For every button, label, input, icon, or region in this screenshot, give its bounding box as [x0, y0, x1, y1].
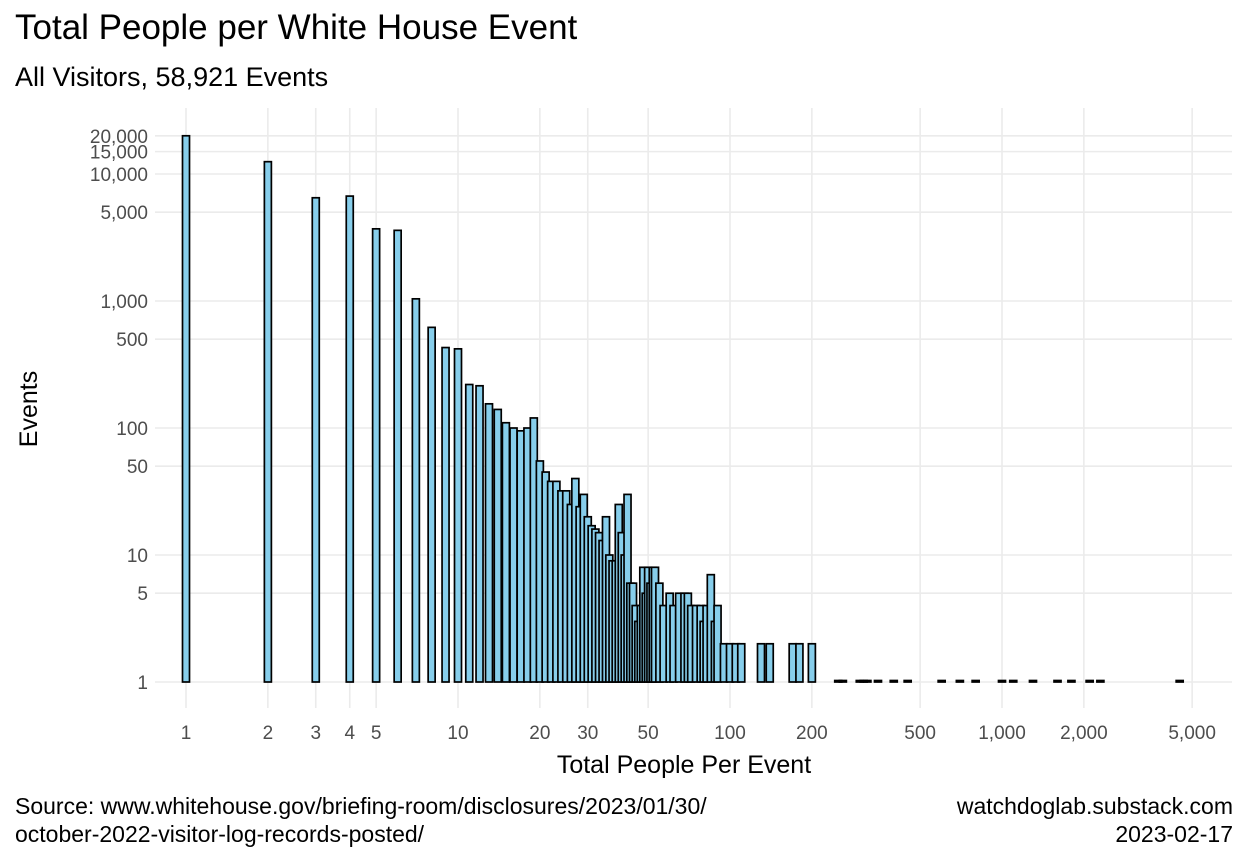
x-tick-label: 5	[371, 723, 382, 744]
x-tick-label: 3	[310, 723, 321, 744]
source-line-1: Source: www.whitehouse.gov/briefing-room…	[15, 793, 707, 819]
chart-subtitle: All Visitors, 58,921 Events	[15, 62, 329, 92]
x-tick-label: 4	[344, 723, 355, 744]
bar	[863, 679, 872, 683]
credit-caption: watchdoglab.substack.com 2023-02-17	[957, 792, 1233, 848]
y-tick-label: 15,000	[90, 143, 148, 164]
bar	[873, 679, 883, 683]
x-tick-label: 1	[181, 723, 192, 744]
x-tick-label: 2,000	[1060, 723, 1108, 744]
bar	[411, 297, 421, 683]
x-tick-label: 200	[796, 723, 828, 744]
bar	[371, 227, 381, 683]
bar	[1028, 679, 1038, 683]
x-tick-label: 500	[904, 723, 936, 744]
bar	[736, 642, 746, 683]
bar	[1008, 679, 1018, 683]
bar	[838, 679, 848, 683]
bar	[765, 642, 775, 683]
y-axis-label: Events	[15, 371, 43, 447]
bar	[393, 229, 403, 683]
y-tick-label: 5,000	[100, 203, 148, 224]
y-tick-label: 20,000	[90, 127, 148, 148]
bar	[441, 346, 450, 683]
x-tick-label: 30	[577, 723, 598, 744]
x-tick-label: 5,000	[1168, 723, 1216, 744]
bar	[464, 383, 474, 683]
x-tick-label: 1,000	[978, 723, 1026, 744]
bar	[807, 642, 817, 683]
bar	[501, 421, 511, 683]
y-tick-label: 5	[137, 584, 148, 605]
y-tick-label: 1	[137, 673, 148, 694]
bar	[903, 679, 913, 683]
bar	[1085, 679, 1094, 683]
bar	[311, 196, 321, 683]
bars	[181, 134, 1185, 683]
bar	[756, 642, 766, 683]
y-tick-label: 500	[116, 330, 148, 351]
y-tick-label: 50	[127, 457, 148, 478]
source-caption: Source: www.whitehouse.gov/briefing-room…	[15, 792, 707, 848]
bar	[997, 679, 1007, 683]
x-tick-label: 100	[714, 723, 746, 744]
bar	[427, 326, 436, 683]
bar	[955, 679, 965, 683]
bar	[453, 347, 463, 683]
bar	[475, 384, 484, 683]
x-axis-label: Total People Per Event	[557, 751, 811, 779]
credit-date: 2023-02-17	[1115, 821, 1233, 847]
bar	[484, 402, 494, 683]
bar	[493, 408, 503, 683]
bar	[1053, 679, 1062, 683]
bar	[1096, 679, 1105, 683]
bar	[181, 134, 191, 683]
x-tick-label: 2	[263, 723, 274, 744]
x-axis-ticks: 1 2 3 4 5 10 20 30 50 100 200 500 1,000 2,000 5,000	[181, 723, 1216, 744]
y-tick-label: 100	[116, 419, 148, 440]
bar	[937, 679, 947, 683]
source-line-2: october-2022-visitor-log-records-posted/	[15, 821, 425, 847]
x-tick-label: 50	[638, 723, 659, 744]
chart-title: Total People per White House Event	[15, 8, 578, 47]
bar	[971, 679, 980, 683]
y-tick-label: 10,000	[90, 165, 148, 186]
bar	[263, 160, 273, 683]
bar	[1067, 679, 1076, 683]
bar	[889, 679, 899, 683]
site-credit: watchdoglab.substack.com	[956, 793, 1233, 819]
y-tick-label: 1,000	[100, 292, 148, 313]
bar	[1175, 679, 1185, 683]
bar	[509, 427, 518, 683]
bar	[795, 642, 804, 683]
x-tick-label: 20	[529, 723, 550, 744]
y-tick-label: 10	[127, 546, 148, 567]
bar	[345, 195, 355, 683]
x-tick-label: 10	[447, 723, 468, 744]
